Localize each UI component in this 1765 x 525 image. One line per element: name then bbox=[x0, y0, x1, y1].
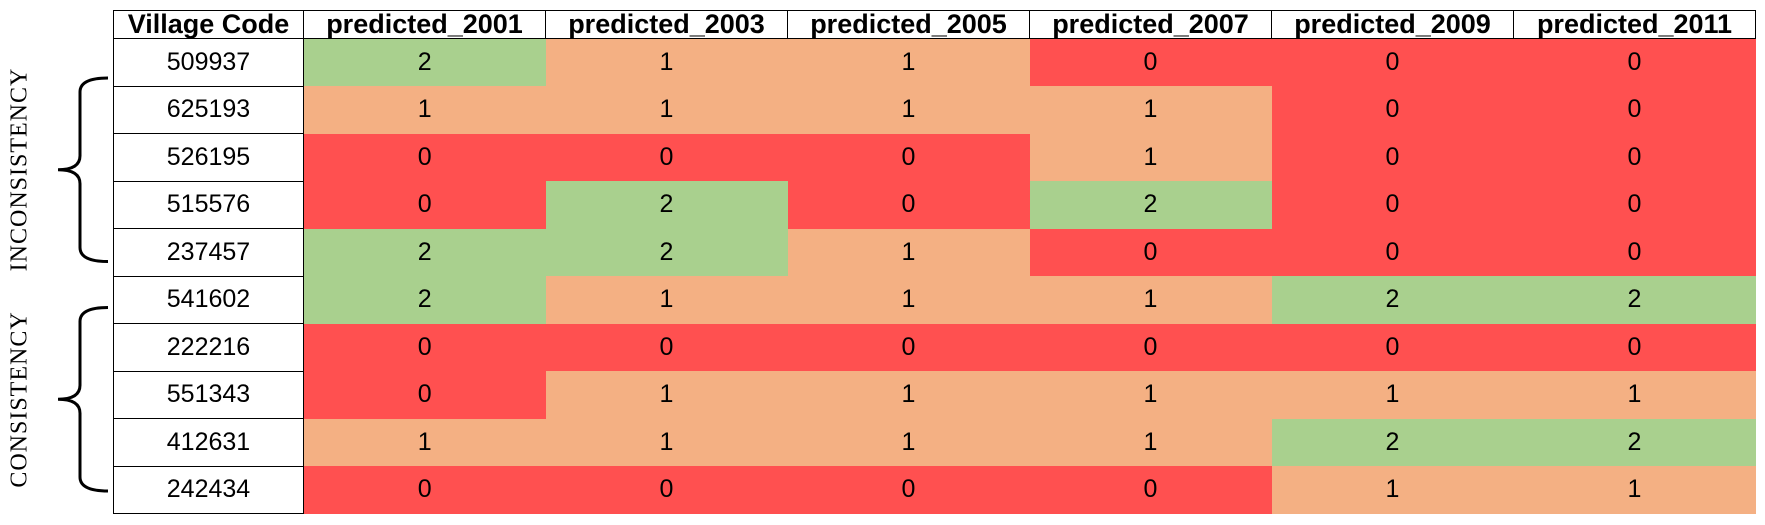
value-cell: 1 bbox=[1029, 133, 1272, 181]
column-header-predicted-2001: predicted_2001 bbox=[303, 10, 546, 39]
group-label: INCONSISTENCY bbox=[6, 67, 33, 272]
value-cell: 2 bbox=[1513, 418, 1756, 466]
value-cell: 2 bbox=[1029, 181, 1272, 229]
value-cell: 0 bbox=[1513, 38, 1756, 86]
value-cell: 0 bbox=[1029, 323, 1272, 371]
value-cell: 1 bbox=[1029, 371, 1272, 419]
value-cell: 1 bbox=[787, 38, 1030, 86]
value-cell: 0 bbox=[1271, 181, 1514, 229]
value-cell: 0 bbox=[1029, 228, 1272, 276]
prediction-table: Village Code predicted_2001 predicted_2003… bbox=[113, 10, 1756, 514]
value-cell: 1 bbox=[1029, 418, 1272, 466]
village-code-cell: 242434 bbox=[113, 465, 304, 514]
column-header-predicted-2007: predicted_2007 bbox=[1029, 10, 1272, 39]
value-cell: 0 bbox=[787, 323, 1030, 371]
value-cell: 0 bbox=[1271, 228, 1514, 276]
table-row: 242434 0 0 0 0 1 1 bbox=[113, 465, 1756, 514]
value-cell: 0 bbox=[1271, 323, 1514, 371]
table-row: 526195 0 0 0 1 0 0 bbox=[113, 133, 1756, 182]
group-bracket bbox=[57, 76, 109, 264]
village-code-cell: 412631 bbox=[113, 418, 304, 467]
column-header-predicted-2011: predicted_2011 bbox=[1513, 10, 1756, 39]
value-cell: 1 bbox=[545, 276, 788, 324]
value-cell: 0 bbox=[1029, 38, 1272, 86]
value-cell: 1 bbox=[1513, 371, 1756, 419]
table-row: 515576 0 2 0 2 0 0 bbox=[113, 180, 1756, 229]
value-cell: 0 bbox=[1513, 133, 1756, 181]
value-cell: 1 bbox=[545, 38, 788, 86]
value-cell: 1 bbox=[787, 276, 1030, 324]
column-header-predicted-2003: predicted_2003 bbox=[545, 10, 788, 39]
village-code-cell: 515576 bbox=[113, 180, 304, 229]
value-cell: 1 bbox=[787, 86, 1030, 134]
value-cell: 0 bbox=[1513, 323, 1756, 371]
village-code-cell: 526195 bbox=[113, 133, 304, 182]
table-body: 509937 2 1 1 0 0 0 625193 1 1 1 1 0 0 526195 0 0 0 1 0 0 5155… bbox=[113, 38, 1756, 514]
value-cell: 0 bbox=[1271, 133, 1514, 181]
value-cell: 1 bbox=[545, 86, 788, 134]
value-cell: 2 bbox=[1271, 276, 1514, 324]
group-label: CONSISTENCY bbox=[6, 311, 33, 488]
value-cell: 1 bbox=[545, 371, 788, 419]
table-row: 551343 0 1 1 1 1 1 bbox=[113, 370, 1756, 419]
value-cell: 2 bbox=[303, 228, 546, 276]
value-cell: 2 bbox=[545, 181, 788, 229]
header-row: Village Code predicted_2001 predicted_2003… bbox=[113, 10, 1756, 39]
prediction-table-wrap: Village Code predicted_2001 predicted_2003… bbox=[113, 10, 1756, 514]
value-cell: 0 bbox=[1271, 86, 1514, 134]
value-cell: 1 bbox=[1029, 276, 1272, 324]
value-cell: 1 bbox=[1271, 466, 1514, 514]
village-code-cell: 551343 bbox=[113, 370, 304, 419]
value-cell: 0 bbox=[303, 323, 546, 371]
value-cell: 1 bbox=[787, 228, 1030, 276]
value-cell: 0 bbox=[787, 181, 1030, 229]
group-bracket bbox=[57, 305, 109, 493]
value-cell: 0 bbox=[1271, 38, 1514, 86]
value-cell: 0 bbox=[545, 466, 788, 514]
value-cell: 0 bbox=[303, 371, 546, 419]
value-cell: 0 bbox=[545, 133, 788, 181]
value-cell: 1 bbox=[545, 418, 788, 466]
column-header-predicted-2005: predicted_2005 bbox=[787, 10, 1030, 39]
value-cell: 1 bbox=[303, 86, 546, 134]
village-code-cell: 625193 bbox=[113, 85, 304, 134]
value-cell: 2 bbox=[303, 276, 546, 324]
table-row: 541602 2 1 1 1 2 2 bbox=[113, 275, 1756, 324]
value-cell: 0 bbox=[787, 133, 1030, 181]
value-cell: 0 bbox=[1513, 86, 1756, 134]
value-cell: 2 bbox=[545, 228, 788, 276]
table-row: 222216 0 0 0 0 0 0 bbox=[113, 323, 1756, 372]
value-cell: 0 bbox=[1029, 466, 1272, 514]
value-cell: 1 bbox=[303, 418, 546, 466]
value-cell: 1 bbox=[787, 418, 1030, 466]
value-cell: 1 bbox=[1029, 86, 1272, 134]
table-row: 237457 2 2 1 0 0 0 bbox=[113, 228, 1756, 277]
village-code-cell: 509937 bbox=[113, 38, 304, 87]
column-header-predicted-2009: predicted_2009 bbox=[1271, 10, 1514, 39]
table-row: 412631 1 1 1 1 2 2 bbox=[113, 418, 1756, 467]
value-cell: 1 bbox=[787, 371, 1030, 419]
value-cell: 2 bbox=[303, 38, 546, 86]
value-cell: 1 bbox=[1513, 466, 1756, 514]
table-row: 509937 2 1 1 0 0 0 bbox=[113, 38, 1756, 87]
value-cell: 2 bbox=[1271, 418, 1514, 466]
value-cell: 0 bbox=[545, 323, 788, 371]
value-cell: 0 bbox=[1513, 181, 1756, 229]
value-cell: 2 bbox=[1513, 276, 1756, 324]
value-cell: 0 bbox=[1513, 228, 1756, 276]
village-code-cell: 237457 bbox=[113, 228, 304, 277]
village-code-cell: 222216 bbox=[113, 323, 304, 372]
value-cell: 0 bbox=[303, 133, 546, 181]
value-cell: 1 bbox=[1271, 371, 1514, 419]
table-row: 625193 1 1 1 1 0 0 bbox=[113, 85, 1756, 134]
value-cell: 0 bbox=[303, 181, 546, 229]
column-header-village-code: Village Code bbox=[113, 10, 304, 39]
value-cell: 0 bbox=[787, 466, 1030, 514]
value-cell: 0 bbox=[303, 466, 546, 514]
village-code-cell: 541602 bbox=[113, 275, 304, 324]
